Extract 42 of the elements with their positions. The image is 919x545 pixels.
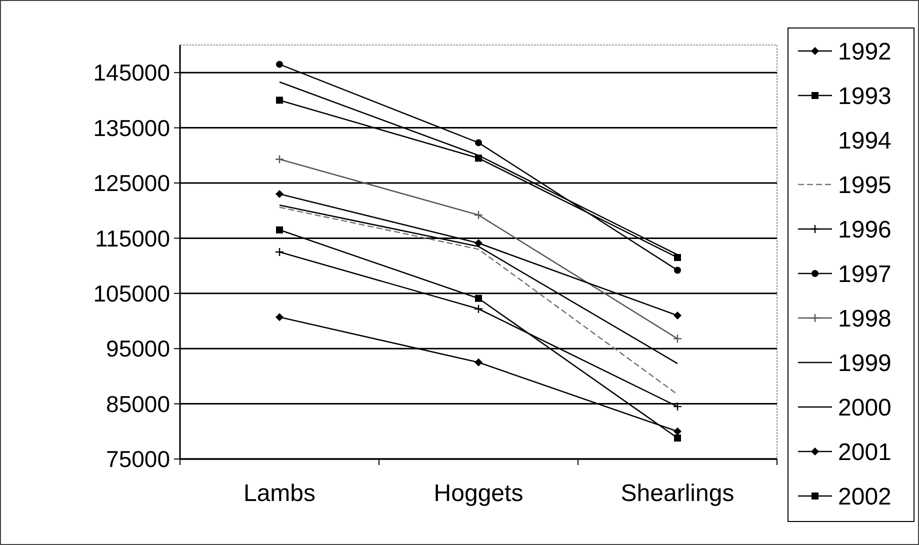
x-tick-label: Hoggets xyxy=(434,480,524,507)
text: 1994 xyxy=(838,127,892,154)
y-tick-label: 75000 xyxy=(106,446,170,472)
point xyxy=(674,311,682,320)
point xyxy=(276,313,284,322)
legend-label: 1995 xyxy=(838,172,892,199)
point xyxy=(274,154,284,164)
legend-label: 1997 xyxy=(838,260,892,288)
point xyxy=(672,334,682,344)
legend-label: 1996 xyxy=(838,216,892,244)
legend-label: 1999 xyxy=(838,350,892,377)
point xyxy=(274,247,284,257)
legend-label: 1993 xyxy=(838,82,892,110)
point xyxy=(674,427,682,436)
y-tick-label: 145000 xyxy=(93,60,170,86)
y-tick-label: 85000 xyxy=(106,390,170,417)
legend-label: 2000 xyxy=(838,394,892,422)
x-tick-label: Lambs xyxy=(243,480,316,507)
y-tick-label: 135000 xyxy=(93,114,170,141)
point xyxy=(674,434,681,442)
point xyxy=(474,210,484,220)
y-tick-label: 115000 xyxy=(94,225,170,252)
point xyxy=(276,190,284,198)
point xyxy=(475,139,482,146)
legend-label: 1992 xyxy=(838,38,892,66)
point xyxy=(474,239,482,248)
point xyxy=(674,254,681,262)
point xyxy=(276,226,283,234)
point xyxy=(276,96,283,104)
y-tick-label: 125000 xyxy=(93,170,170,196)
point xyxy=(474,304,484,314)
legend-label: 1998 xyxy=(838,305,892,332)
point xyxy=(672,402,682,412)
point xyxy=(674,266,681,274)
legend-label: 2002 xyxy=(838,483,892,510)
x-tick-label: Shearlings xyxy=(620,480,734,507)
point xyxy=(475,294,482,302)
y-tick-label: 105000 xyxy=(93,280,170,306)
legend-label: 2001 xyxy=(838,438,892,466)
point xyxy=(474,358,482,366)
point xyxy=(276,60,283,68)
y-tick-label: 95000 xyxy=(106,336,170,362)
